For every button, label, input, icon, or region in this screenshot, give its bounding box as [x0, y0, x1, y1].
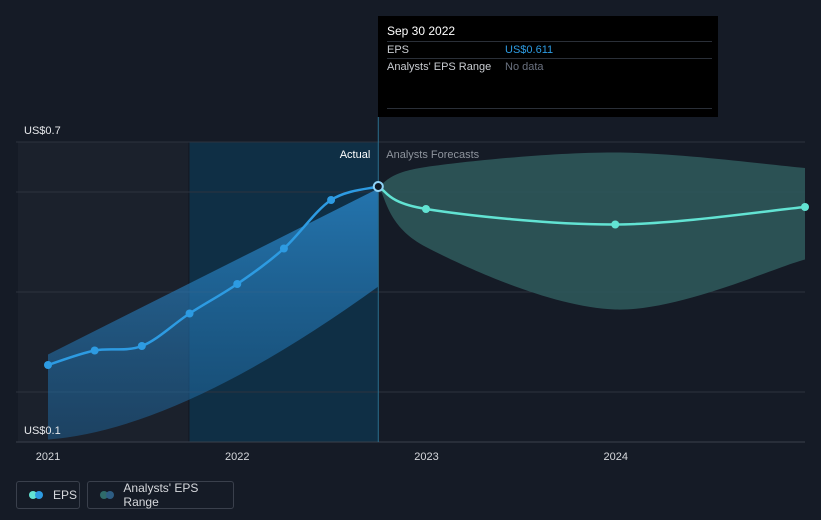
eps-forecast-point [801, 203, 809, 211]
tooltip-eps-label: EPS [387, 44, 410, 56]
actual-section-label: Actual [340, 149, 371, 161]
tooltip-range-label: Analysts' EPS Range [387, 61, 492, 73]
tooltip-row-range: Analysts' EPS Range No data [387, 58, 712, 76]
actual-range-band [48, 188, 379, 440]
eps-highlight-point [372, 181, 384, 192]
forecast-range-band [378, 152, 805, 310]
tooltip-range-value: No data [505, 61, 544, 73]
eps-actual-point [90, 346, 99, 355]
range-swatch-icon [100, 491, 115, 499]
eps-actual-point [137, 342, 146, 350]
eps-forecast-point [611, 220, 620, 229]
legend-range-button[interactable]: Analysts' EPS Range [87, 481, 234, 509]
eps-forecast-line [377, 185, 807, 226]
eps-actual-point [44, 361, 52, 369]
eps-actual-point [279, 244, 288, 253]
x-tick-label-2024: 2024 [604, 451, 628, 463]
eps-actual-line [46, 185, 380, 367]
eps-actual-point [185, 309, 194, 318]
y-axis-top-label: US$0.7 [24, 125, 61, 137]
eps-tooltip: Sep 30 2022 EPS US$0.611 Analysts' EPS R… [378, 16, 718, 117]
legend-eps-button[interactable]: EPS [16, 481, 80, 509]
x-tick-label-2023: 2023 [414, 451, 438, 463]
forecast-section-label: Analysts Forecasts [386, 149, 479, 161]
eps-actual-point [327, 196, 336, 204]
eps-actual-point [233, 280, 242, 288]
eps-swatch-icon [29, 491, 45, 499]
tooltip-eps-value: US$0.611 [505, 44, 554, 56]
tooltip-row-eps: EPS US$0.611 [387, 41, 712, 59]
eps-forecast-point [421, 205, 430, 213]
legend-range-label: Analysts' EPS Range [123, 481, 199, 509]
tooltip-date: Sep 30 2022 [387, 24, 456, 38]
y-axis-bottom-label: US$0.1 [24, 425, 61, 437]
legend-eps-label: EPS [53, 488, 78, 502]
x-tick-label-2022: 2022 [225, 451, 249, 463]
x-tick-label-2021: 2021 [36, 451, 60, 463]
tooltip-divider [387, 108, 712, 109]
